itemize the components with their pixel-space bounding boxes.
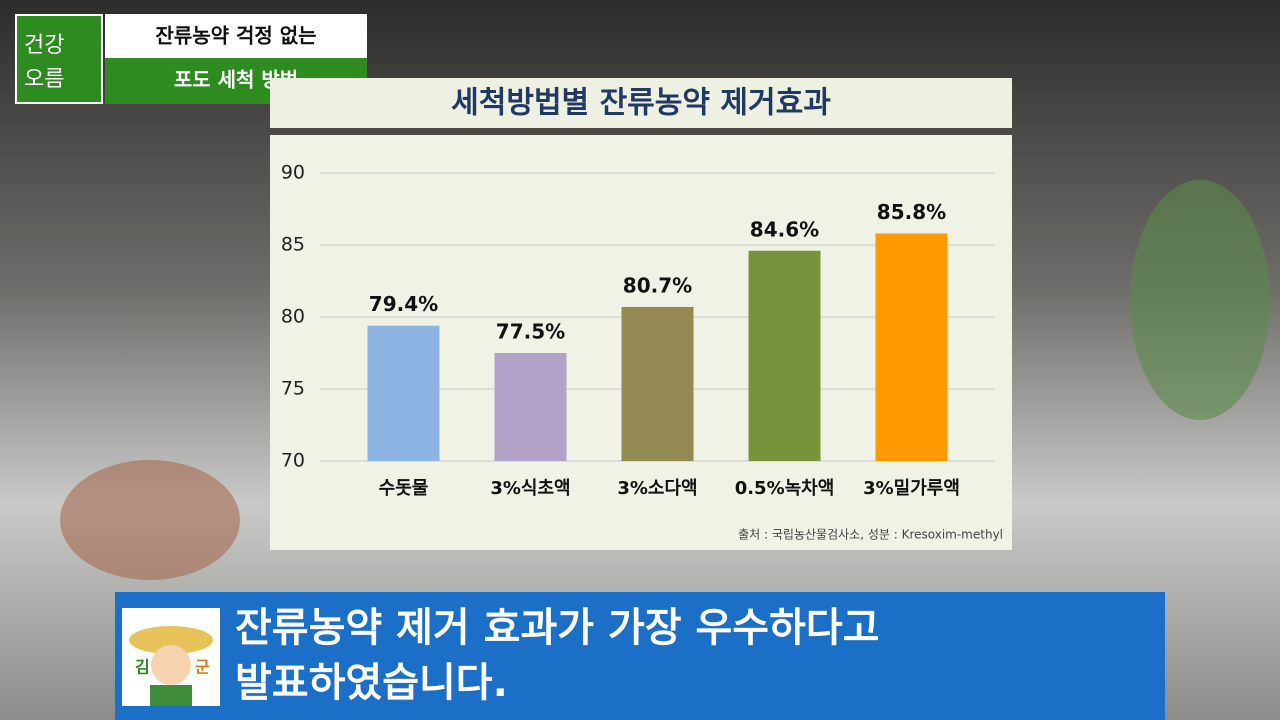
logo-text: 건강 — [24, 33, 64, 58]
value-label: 77.5% — [496, 320, 565, 344]
caption-text: 발표하였습니다. — [235, 660, 508, 706]
x-tick-label: 0.5%녹차액 — [735, 478, 835, 499]
x-tick-label: 수돗물 — [379, 478, 429, 499]
bar — [621, 306, 694, 461]
glove — [1130, 180, 1270, 420]
value-label: 79.4% — [369, 292, 438, 316]
logo-text: 오름 — [24, 67, 64, 92]
x-tick-label: 3%밀가루액 — [863, 478, 960, 499]
avatar-body — [150, 685, 192, 706]
bar — [494, 353, 567, 461]
header-box — [105, 14, 367, 58]
bar — [875, 233, 948, 461]
bar — [367, 325, 440, 461]
value-label: 80.7% — [623, 273, 692, 297]
avatar-text: 군 — [195, 658, 210, 677]
x-tick-label: 3%식초액 — [490, 478, 570, 499]
flask — [60, 460, 240, 580]
y-tick-label: 85 — [281, 234, 305, 256]
logo-box — [15, 14, 103, 104]
y-tick-label: 80 — [281, 306, 305, 328]
header-text: 잔류농약 걱정 없는 — [155, 24, 316, 48]
y-tick-label: 70 — [281, 450, 305, 472]
avatar-face — [151, 645, 191, 685]
y-tick-label: 75 — [281, 378, 305, 400]
caption-text: 잔류농약 제거 효과가 가장 우수하다고 — [235, 605, 880, 651]
plot: 70 75 80 85 90 수돗물 79.4% 3%식초액 77.5% 3%소다액 80.7% 0.… — [281, 162, 995, 499]
value-label: 84.6% — [750, 217, 819, 241]
bar — [748, 250, 821, 461]
avatar-text: 김 — [135, 658, 150, 677]
value-label: 85.8% — [877, 200, 946, 224]
x-tick-label: 3%소다액 — [617, 478, 697, 499]
title-box — [270, 78, 1012, 128]
y-tick-label: 90 — [281, 162, 305, 184]
caption-box — [115, 592, 1165, 720]
source-note: 출처 : 국립농산물검사소, 성분 : Kresoxim-methyl — [738, 528, 1003, 542]
avatar-hat — [129, 626, 213, 654]
chart-title: 세척방법별 잔류농약 제거효과 — [451, 86, 831, 121]
